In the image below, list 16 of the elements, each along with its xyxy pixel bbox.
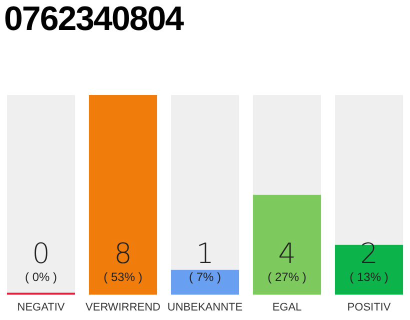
- annotation: ( 7% ): [188, 270, 222, 284]
- x-tick-label: VERWIRREND: [86, 301, 161, 314]
- x-tick-label: NEGATIV: [17, 301, 66, 314]
- annotation: ( 13% ): [350, 270, 388, 284]
- x-tick-label: EGAL: [272, 301, 302, 314]
- data-label: 4: [278, 236, 296, 270]
- annotation: ( 0% ): [24, 270, 58, 284]
- x-tick-label: POSITIV: [347, 301, 392, 314]
- data-label: 8: [114, 236, 132, 270]
- data-label: 2: [360, 236, 378, 270]
- annotation: ( 27% ): [268, 270, 306, 284]
- data-label: 1: [196, 236, 214, 270]
- chart-title: 0762340804: [4, 0, 184, 39]
- data-label: 0: [32, 236, 50, 270]
- x-tick-label: UNBEKANNTE: [167, 301, 243, 314]
- annotation: ( 53% ): [104, 270, 142, 284]
